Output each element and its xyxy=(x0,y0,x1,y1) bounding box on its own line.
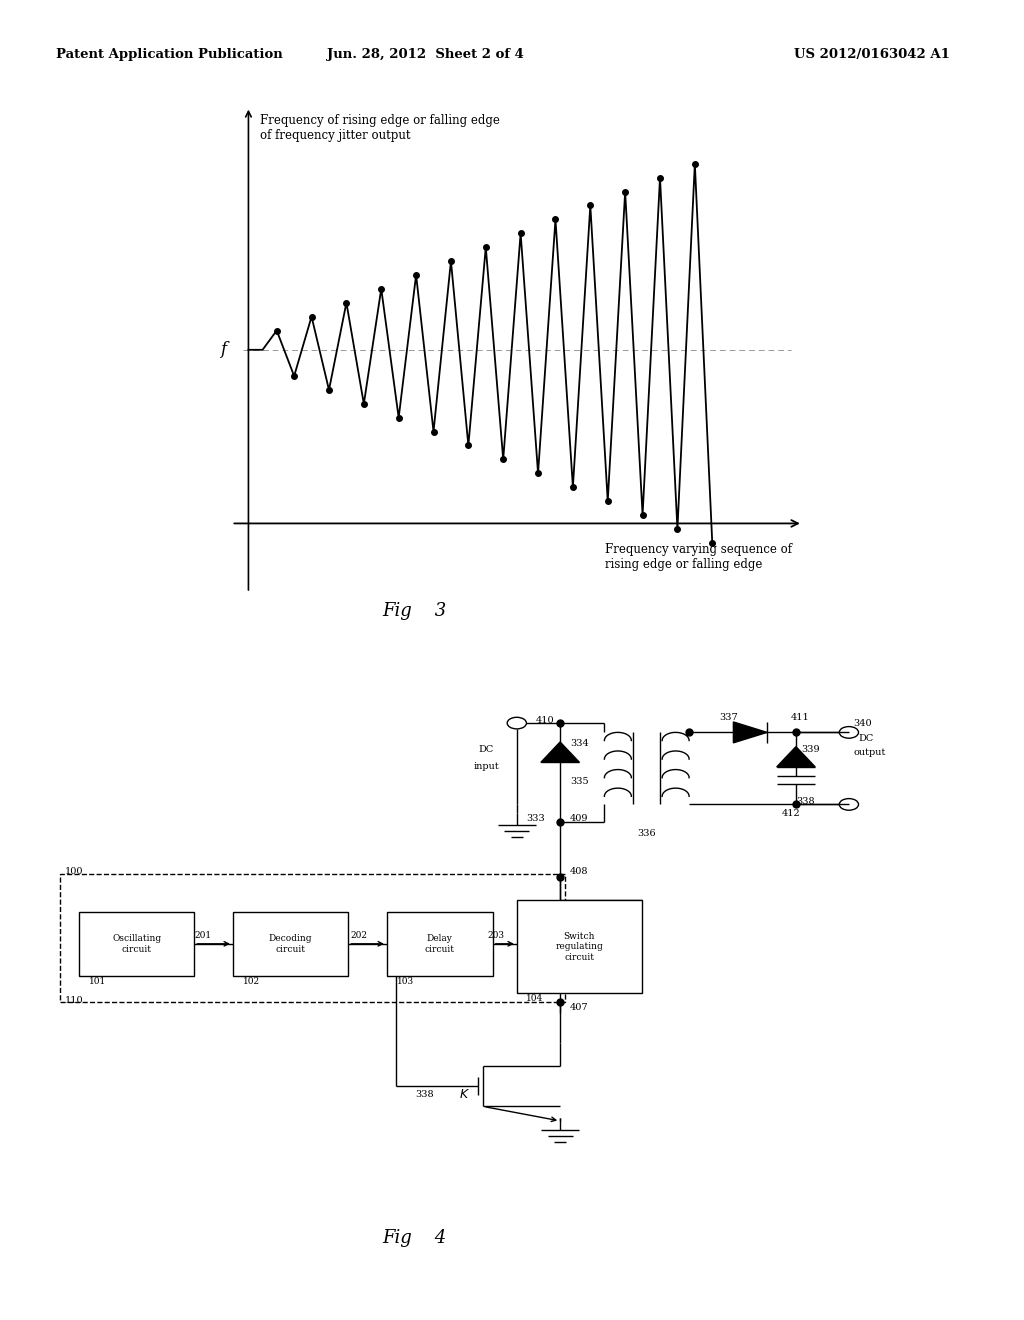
Text: input: input xyxy=(473,762,500,771)
Text: Oscillating
circuit: Oscillating circuit xyxy=(112,935,161,953)
Text: 201: 201 xyxy=(195,931,212,940)
FancyBboxPatch shape xyxy=(232,912,348,975)
Text: 408: 408 xyxy=(569,867,588,875)
Text: 336: 336 xyxy=(637,829,655,838)
Text: Frequency varying sequence of
rising edge or falling edge: Frequency varying sequence of rising edg… xyxy=(605,543,792,570)
Text: 102: 102 xyxy=(243,977,260,986)
Text: Patent Application Publication: Patent Application Publication xyxy=(56,48,283,61)
Text: 409: 409 xyxy=(569,814,588,824)
Text: 412: 412 xyxy=(781,809,801,817)
Text: 101: 101 xyxy=(88,977,105,986)
FancyBboxPatch shape xyxy=(79,912,195,975)
Polygon shape xyxy=(777,747,815,767)
FancyBboxPatch shape xyxy=(517,900,642,993)
Text: Delay
circuit: Delay circuit xyxy=(425,935,455,953)
Text: Decoding
circuit: Decoding circuit xyxy=(269,935,312,953)
Text: 203: 203 xyxy=(488,931,505,940)
Text: 340: 340 xyxy=(854,719,872,729)
Text: Fig    3: Fig 3 xyxy=(383,602,446,620)
Text: 332: 332 xyxy=(574,928,593,937)
Text: 103: 103 xyxy=(396,977,414,986)
Text: Frequency of rising edge or falling edge
of frequency jitter output: Frequency of rising edge or falling edge… xyxy=(260,115,500,143)
Text: 100: 100 xyxy=(65,867,83,875)
Text: 337: 337 xyxy=(719,713,737,722)
Text: $\mathit{K}$: $\mathit{K}$ xyxy=(459,1088,470,1101)
Text: f: f xyxy=(220,342,226,358)
Text: 202: 202 xyxy=(350,931,368,940)
Text: 407: 407 xyxy=(569,1003,589,1012)
Text: Fig    4: Fig 4 xyxy=(383,1229,446,1247)
Text: 338: 338 xyxy=(796,797,814,807)
Text: 339: 339 xyxy=(801,744,819,754)
Text: 338: 338 xyxy=(416,1090,434,1100)
Text: 334: 334 xyxy=(569,739,589,748)
Text: Switch
regulating
circuit: Switch regulating circuit xyxy=(555,932,603,961)
Text: output: output xyxy=(854,748,886,758)
Text: 110: 110 xyxy=(65,995,83,1005)
Text: DC: DC xyxy=(478,744,494,754)
FancyBboxPatch shape xyxy=(387,912,493,975)
Polygon shape xyxy=(541,742,580,762)
Text: 411: 411 xyxy=(792,713,810,722)
Text: Jun. 28, 2012  Sheet 2 of 4: Jun. 28, 2012 Sheet 2 of 4 xyxy=(327,48,523,61)
Text: 410: 410 xyxy=(537,715,555,725)
Text: 104: 104 xyxy=(526,994,544,1003)
Text: 335: 335 xyxy=(569,776,589,785)
Text: 333: 333 xyxy=(526,814,545,824)
Text: DC: DC xyxy=(858,734,873,743)
Text: US 2012/0163042 A1: US 2012/0163042 A1 xyxy=(794,48,949,61)
Polygon shape xyxy=(733,722,767,743)
